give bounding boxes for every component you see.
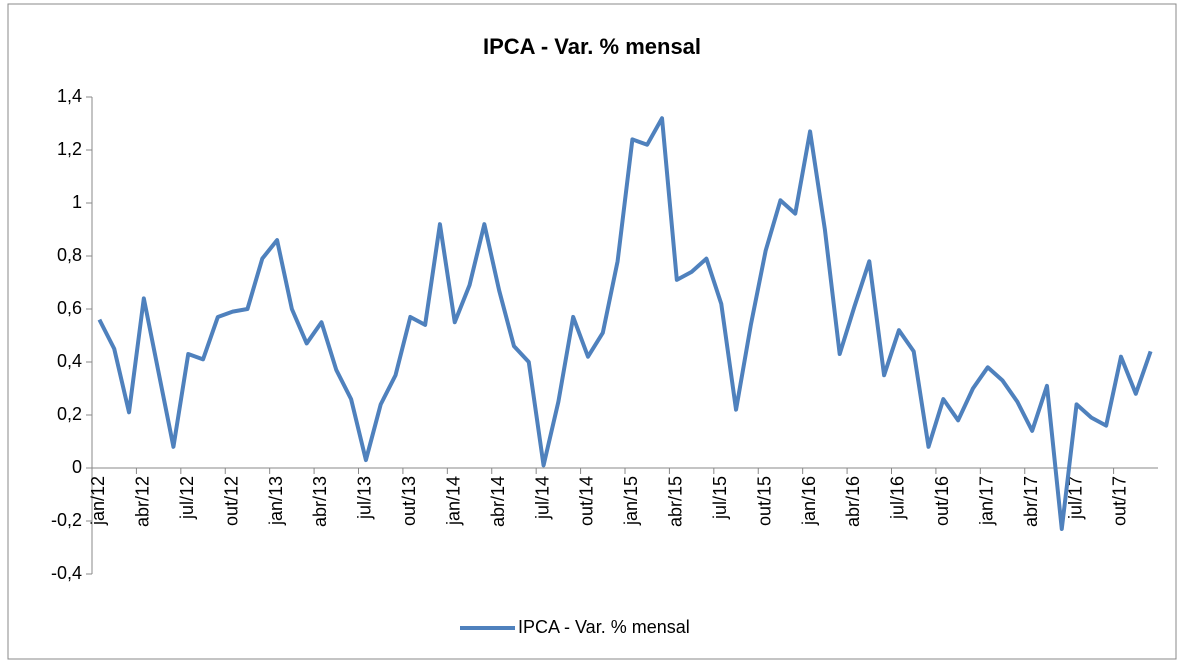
x-tick-label: out/12 <box>221 476 241 526</box>
legend-label: IPCA - Var. % mensal <box>518 617 690 637</box>
x-tick-label: jul/13 <box>355 476 375 520</box>
y-tick-label: 0,4 <box>57 351 82 371</box>
x-tick-label: jan/15 <box>621 476 641 526</box>
x-tick-label: jul/12 <box>177 476 197 520</box>
chart-title: IPCA - Var. % mensal <box>483 34 701 59</box>
x-tick-label: out/13 <box>399 476 419 526</box>
x-tick-label: out/15 <box>754 476 774 526</box>
y-tick-label: -0,4 <box>51 563 82 583</box>
x-tick-label: abr/13 <box>310 476 330 527</box>
x-tick-label: abr/17 <box>1021 476 1041 527</box>
x-tick-label: jan/14 <box>443 476 463 526</box>
y-tick-label: 1 <box>72 192 82 212</box>
y-tick-label: 0,6 <box>57 298 82 318</box>
y-tick-label: 0 <box>72 457 82 477</box>
x-tick-label: jan/17 <box>976 476 996 526</box>
y-tick-label: 1,4 <box>57 86 82 106</box>
y-tick-label: 0,2 <box>57 404 82 424</box>
y-tick-label: -0,2 <box>51 510 82 530</box>
x-tick-label: jul/16 <box>888 476 908 520</box>
x-tick-label: jul/14 <box>532 476 552 520</box>
x-tick-label: jan/12 <box>88 476 108 526</box>
x-tick-label: out/17 <box>1110 476 1130 526</box>
x-tick-label: jul/17 <box>1065 476 1085 520</box>
x-tick-label: jan/16 <box>799 476 819 526</box>
x-tick-label: abr/15 <box>666 476 686 527</box>
data-line <box>97 116 1153 531</box>
y-tick-label: 0,8 <box>57 245 82 265</box>
x-tick-label: jul/15 <box>710 476 730 520</box>
chart-border <box>7 3 1177 660</box>
x-tick-label: jan/13 <box>266 476 286 526</box>
y-tick-label: 1,2 <box>57 139 82 159</box>
x-tick-label: abr/12 <box>133 476 153 527</box>
x-tick-label: out/16 <box>932 476 952 526</box>
x-tick-label: abr/16 <box>843 476 863 527</box>
x-tick-label: out/14 <box>577 476 597 526</box>
x-tick-label: abr/14 <box>488 476 508 527</box>
